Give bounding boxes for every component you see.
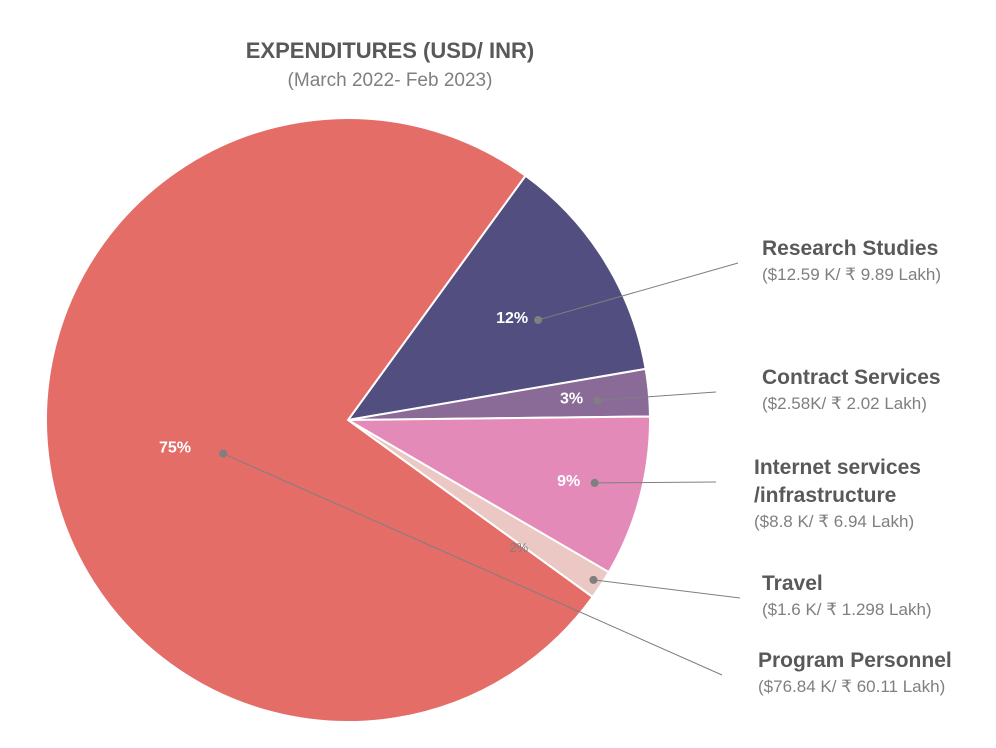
- chart-title: EXPENDITURES (USD/ INR): [246, 38, 534, 63]
- legend-name-travel: Travel: [762, 572, 823, 595]
- percent-label-contract: 3%: [560, 390, 583, 407]
- leader-line-research: [538, 262, 739, 321]
- percent-label-research: 12%: [496, 310, 528, 327]
- pie-slices: [45, 117, 651, 723]
- pie-slice-research: [345, 174, 647, 422]
- legend-amount-research: ($12.59 K/ ₹ 9.89 Lakh): [762, 265, 941, 284]
- pie-slice-personnel: [45, 117, 595, 723]
- legend-amount-personnel: ($76.84 K/ ₹ 60.11 Lakh): [758, 677, 945, 696]
- leader-line-contract: [597, 391, 717, 401]
- legend-name-internet-line-1: Internet services: [754, 456, 921, 479]
- chart-subtitle: (March 2022- Feb 2023): [288, 70, 493, 91]
- leader-dot-travel: [589, 575, 598, 584]
- pie-slice-internet: [344, 415, 651, 574]
- percent-label-internet: 9%: [557, 473, 580, 490]
- leader-line-personnel: [222, 453, 723, 676]
- legend-name-personnel: Program Personnel: [758, 649, 952, 672]
- legend-name-research: Research Studies: [762, 237, 938, 260]
- leader-lines: [219, 262, 741, 676]
- legend-name-contract: Contract Services: [762, 366, 941, 389]
- leader-dot-contract: [593, 396, 602, 405]
- percent-label-travel: 2%: [509, 540, 528, 555]
- legend-name-internet-line-2: /infrastructure: [754, 484, 896, 507]
- legend-amount-contract: ($2.58K/ ₹ 2.02 Lakh): [762, 394, 927, 413]
- percent-label-personnel: 75%: [159, 440, 191, 457]
- leader-line-travel: [593, 579, 741, 599]
- leader-dot-research: [534, 315, 543, 324]
- legend-amount-internet: ($8.8 K/ ₹ 6.94 Lakh): [754, 512, 914, 531]
- leader-dot-personnel: [219, 449, 228, 458]
- leader-line-internet: [594, 481, 717, 484]
- leader-dot-internet: [590, 478, 599, 487]
- legend: Research Studies ($12.59 K/ ₹ 9.89 Lakh) C…: [754, 237, 952, 696]
- percent-labels: 12% 3% 9% 2% 75%: [159, 310, 583, 555]
- legend-amount-travel: ($1.6 K/ ₹ 1.298 Lakh): [762, 600, 932, 619]
